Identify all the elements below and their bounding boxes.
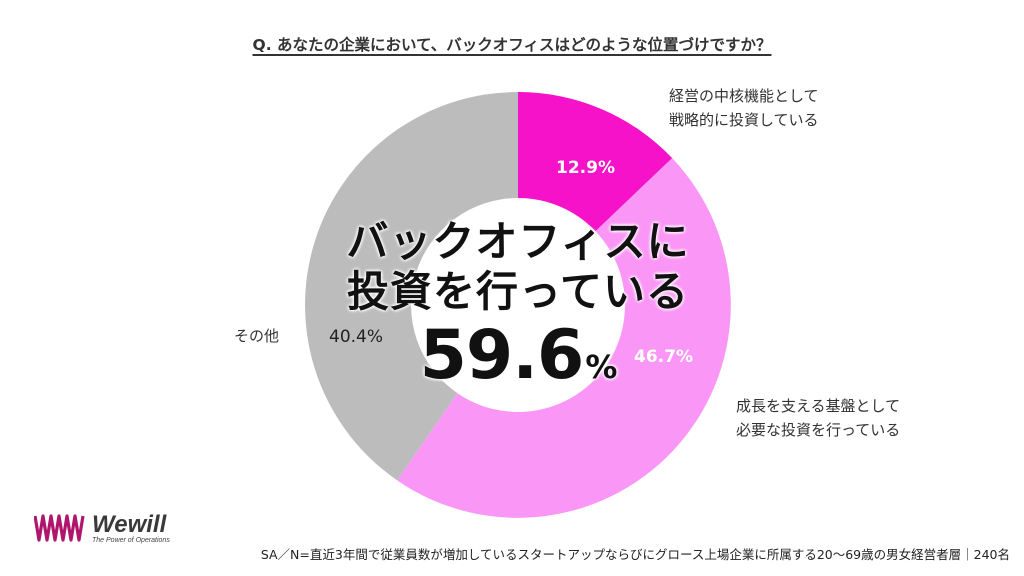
- center-headline-line2: 投資を行っている: [347, 267, 689, 316]
- legend-label-growth: 成長を支える基盤として 必要な投資を行っている: [736, 394, 900, 442]
- label-line: 成長を支える基盤として: [736, 397, 901, 415]
- chart-title: Q. あなたの企業において、バックオフィスはどのような位置づけですか？: [252, 36, 772, 54]
- label-line: 経営の中核機能として: [669, 87, 819, 105]
- pct-label-growth: 46.7%: [634, 347, 693, 367]
- logo-tagline: The Power of Operations: [92, 537, 170, 544]
- pct-label-other: 40.4%: [329, 327, 384, 347]
- center-value-unit: %: [585, 348, 617, 386]
- footnote: SA／N=直近3年間で従業員数が増加しているスタートアップならびにグロース上場企…: [260, 547, 1010, 562]
- label-line: その他: [234, 327, 280, 345]
- wave-logo-icon: [34, 514, 85, 542]
- logo-name: Wewill: [92, 511, 167, 538]
- center-value-number: 59.6: [419, 316, 585, 395]
- legend-label-other: その他: [234, 324, 279, 348]
- segment-growth-foundation: [397, 158, 731, 518]
- label-line: 戦略的に投資している: [669, 111, 819, 129]
- center-headline-line1: バックオフィスに: [346, 217, 690, 266]
- label-line: 必要な投資を行っている: [736, 421, 901, 439]
- wewill-logo: Wewill The Power of Operations: [34, 512, 170, 544]
- segment-core-strategic: [518, 92, 673, 232]
- pct-label-core: 12.9%: [556, 158, 615, 178]
- center-value: 59.6%: [318, 318, 718, 405]
- legend-label-core: 経営の中核機能として 戦略的に投資している: [669, 84, 819, 132]
- segment-other: [305, 92, 518, 481]
